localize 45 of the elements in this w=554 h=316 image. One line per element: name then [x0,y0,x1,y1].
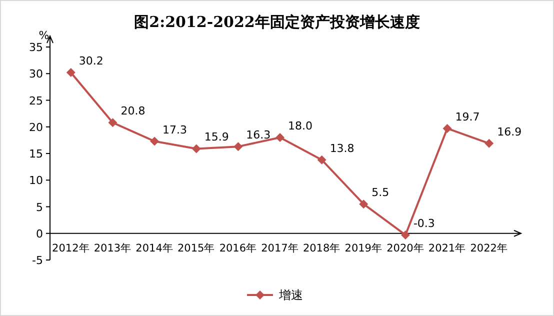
data-label: 15.9 [204,130,229,144]
y-tick-label: 20 [29,120,43,134]
y-tick-label: 10 [29,174,43,188]
data-label: 30.2 [78,54,104,68]
point [276,133,284,142]
data-label: 19.7 [455,110,480,124]
point [234,142,243,152]
x-tick-label: 2021年 [428,242,466,254]
y-axis-title: % [38,29,50,42]
point [66,68,76,78]
data-label: -0.3 [413,216,435,230]
data-label: 5.5 [372,186,390,200]
y-tick-label: 5 [36,200,43,214]
data-label: 16.3 [246,128,271,142]
y-tick-label: 30 [29,68,43,81]
data-label: 20.8 [120,104,146,118]
point [359,200,368,209]
y-tick-label: 0 [36,227,43,240]
x-tick-label: 2020年 [386,242,424,254]
data-label: 17.3 [162,123,188,136]
y-tick-label: 25 [29,94,43,108]
x-tick-label: 2017年 [261,242,299,254]
y-tick-label: 15 [29,148,43,160]
x-tick-label: 2013年 [94,242,132,254]
point [442,124,452,133]
y-tick-label: -5 [32,254,43,267]
y-tick-label: 35 [29,41,43,54]
data-label: 16.9 [497,125,522,138]
x-tick-label: 2019年 [344,242,383,254]
x-tick-label: 2012年 [52,242,90,254]
point [108,118,118,128]
legend-label: 增速 [278,288,303,302]
x-tick-label: 2018年 [302,242,341,254]
point [484,138,494,148]
data-label: 18.0 [288,120,312,133]
x-tick-label: 2014年 [136,242,174,254]
point [150,136,160,146]
data-label: 13.8 [330,142,354,155]
x-tick-label: 2015年 [177,242,216,254]
x-tick-label: 2016年 [219,242,258,254]
point [400,230,410,240]
chart-title: 图2:2012-2022年固定资产投资增长速度 [134,13,420,31]
point [317,155,326,164]
point [192,144,201,154]
x-tick-label: 2022年 [470,242,508,254]
